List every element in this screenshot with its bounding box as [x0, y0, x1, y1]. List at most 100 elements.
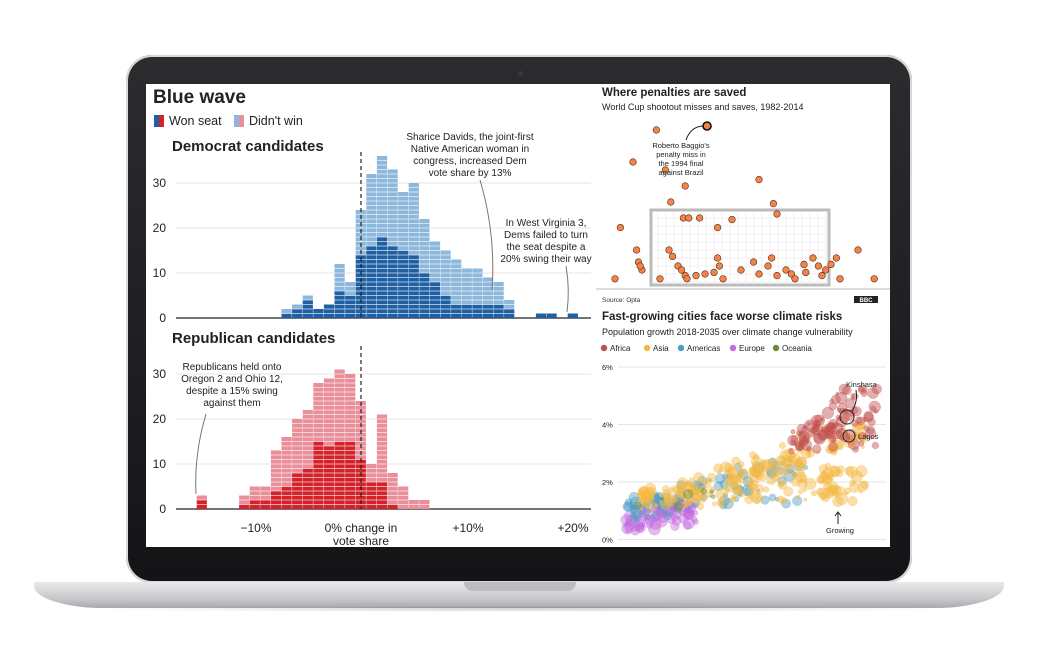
- city-point: [847, 496, 858, 507]
- city-point: [710, 494, 716, 499]
- city-point: [761, 459, 766, 464]
- city-point: [723, 475, 734, 486]
- city-point: [682, 489, 694, 500]
- city-point: [749, 451, 757, 459]
- svg-text:20% swing their way: 20% swing their way: [500, 254, 591, 265]
- city-point: [824, 424, 833, 432]
- city-point: [646, 508, 652, 514]
- rep-ytick: 10: [153, 457, 167, 471]
- penalty-point: [667, 198, 675, 206]
- city-point: [812, 425, 820, 432]
- penalty-point: [677, 266, 686, 274]
- city-point: [798, 431, 803, 436]
- legend-lost-swatch-red: [239, 115, 244, 127]
- climate-ytick: 6%: [602, 363, 613, 372]
- penalty-point: [809, 254, 817, 262]
- city-point: [699, 489, 704, 494]
- city-point: [713, 463, 724, 474]
- svg-text:against Brazil: against Brazil: [658, 168, 703, 177]
- dem-bar-won: [493, 304, 504, 318]
- city-point: [663, 511, 672, 521]
- penalty-point: [782, 266, 790, 274]
- city-point: [829, 398, 835, 404]
- penalty-point: [695, 214, 704, 222]
- penalty-point: [818, 272, 826, 280]
- xtick-minus10: −10%: [240, 521, 271, 535]
- city-point: [849, 479, 856, 486]
- baggio-point: [702, 121, 712, 131]
- dem-bar-lost: [292, 304, 303, 309]
- city-point: [719, 461, 732, 473]
- penalty-point: [750, 258, 758, 266]
- city-point: [756, 488, 761, 493]
- city-point: [766, 475, 776, 485]
- city-point: [671, 498, 679, 505]
- city-point: [808, 430, 816, 438]
- city-point: [647, 494, 654, 501]
- penalty-point: [800, 260, 808, 268]
- city-point: [624, 522, 629, 527]
- city-point: [813, 433, 824, 444]
- city-point: [811, 422, 820, 431]
- city-point: [676, 477, 689, 489]
- city-point: [706, 472, 717, 483]
- city-point: [760, 495, 770, 505]
- rep-bar-won: [355, 459, 366, 509]
- city-point: [777, 480, 785, 488]
- laptop-shadow: [80, 606, 960, 612]
- city-point: [683, 481, 695, 492]
- xtick-plus10: +10%: [452, 521, 483, 535]
- xtick-zero: 0% change in: [325, 521, 398, 535]
- penalty-point: [755, 270, 763, 278]
- city-point: [799, 437, 809, 447]
- laptop-notch: [464, 582, 576, 591]
- penalty-point: [713, 254, 722, 262]
- city-point: [818, 464, 829, 474]
- rep-bar-lost: [249, 486, 260, 500]
- penalty-point: [632, 246, 641, 254]
- city-point: [835, 391, 840, 396]
- city-point: [714, 473, 726, 484]
- city-point: [731, 474, 741, 484]
- city-point: [628, 492, 640, 504]
- city-point: [737, 460, 745, 468]
- svg-text:In West Virginia 3,: In West Virginia 3,: [506, 218, 587, 229]
- penalty-point: [854, 246, 862, 254]
- penalties-subtitle: World Cup shootout misses and saves, 198…: [602, 102, 803, 112]
- dem-bar-won: [323, 304, 335, 318]
- city-point: [781, 498, 791, 509]
- penalty-point: [665, 246, 673, 254]
- city-point: [750, 464, 762, 477]
- city-point: [622, 501, 633, 512]
- city-point: [860, 480, 869, 490]
- city-point: [870, 405, 877, 412]
- city-point: [805, 446, 812, 452]
- rep-bar-lost: [196, 495, 207, 500]
- city-point: [671, 516, 682, 526]
- dem-ytick: 10: [153, 266, 167, 280]
- penalty-point: [773, 272, 781, 280]
- dem-heading: Democrat candidates: [172, 138, 324, 155]
- penalty-point: [836, 275, 844, 283]
- city-point: [867, 418, 876, 427]
- city-point: [685, 480, 693, 488]
- city-point: [638, 488, 646, 496]
- penalty-point: [715, 262, 723, 270]
- city-point: [662, 485, 670, 493]
- dem-bar-won: [281, 313, 292, 318]
- city-point: [692, 472, 705, 484]
- city-point: [864, 428, 877, 440]
- dem-bar-lost: [387, 169, 398, 246]
- kinshasa-label: Kinshasa: [846, 380, 878, 389]
- dem-bar-lost: [302, 295, 313, 300]
- dem-bar-lost: [493, 282, 504, 305]
- city-point: [858, 440, 865, 447]
- city-point: [783, 486, 794, 497]
- city-point: [724, 462, 734, 473]
- city-point: [857, 432, 867, 442]
- penalty-point: [822, 266, 830, 274]
- city-point: [788, 448, 795, 455]
- city-point: [798, 430, 810, 443]
- rep-bar-lost: [281, 437, 292, 487]
- city-point: [812, 444, 822, 454]
